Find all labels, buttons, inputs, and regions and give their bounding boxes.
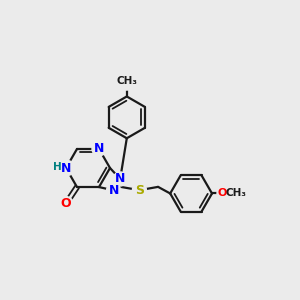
Text: O: O xyxy=(217,188,227,199)
Circle shape xyxy=(106,183,121,197)
Text: N: N xyxy=(115,172,125,185)
Circle shape xyxy=(92,142,106,156)
Circle shape xyxy=(113,172,127,186)
Circle shape xyxy=(59,196,73,211)
Text: CH₃: CH₃ xyxy=(226,188,247,199)
Circle shape xyxy=(118,72,136,90)
Circle shape xyxy=(132,183,146,197)
Text: CH₃: CH₃ xyxy=(116,76,137,86)
Text: N: N xyxy=(61,161,71,175)
Text: N: N xyxy=(108,184,119,197)
Circle shape xyxy=(58,160,74,176)
Text: H: H xyxy=(52,162,62,172)
Text: O: O xyxy=(61,197,71,210)
Text: N: N xyxy=(94,142,104,155)
Circle shape xyxy=(217,188,229,200)
Text: S: S xyxy=(135,184,144,197)
